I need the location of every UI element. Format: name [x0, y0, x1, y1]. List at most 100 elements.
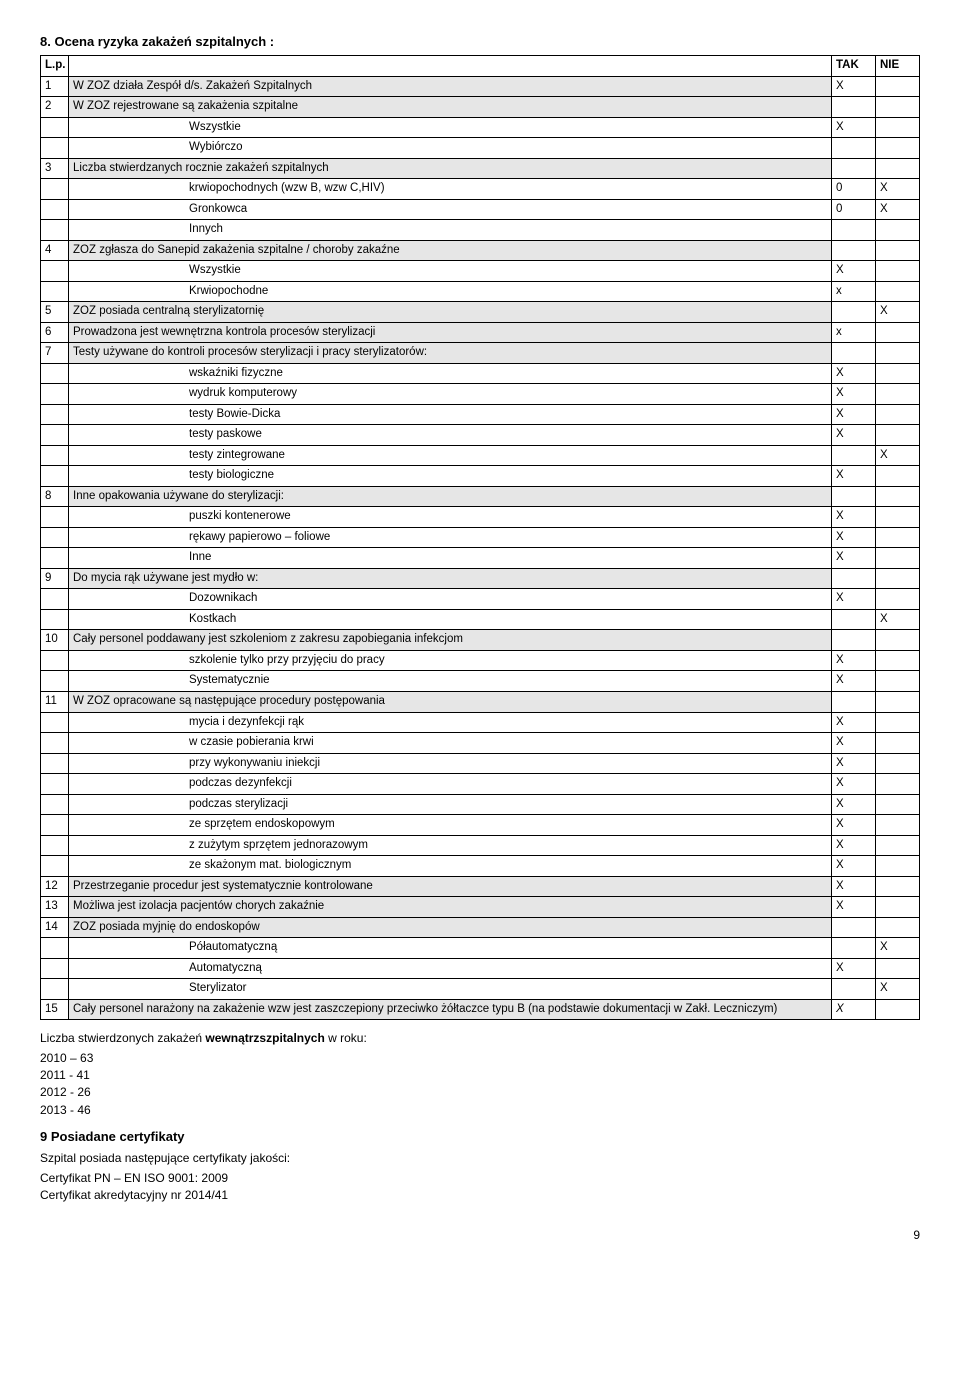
cell-desc: Inne — [69, 548, 832, 569]
table-row: puszki konteneroweX — [41, 507, 920, 528]
stats-title: Liczba stwierdzonych zakażeń wewnątrzszp… — [40, 1030, 920, 1047]
cell-tak — [832, 486, 876, 507]
cell-lp — [41, 548, 69, 569]
cell-desc: w czasie pobierania krwi — [69, 733, 832, 754]
cell-nie — [876, 589, 920, 610]
cell-lp — [41, 199, 69, 220]
cell-desc: Dozownikach — [69, 589, 832, 610]
cell-nie — [876, 466, 920, 487]
cell-lp — [41, 671, 69, 692]
table-row: PółautomatycznąX — [41, 938, 920, 959]
cell-desc: Cały personel poddawany jest szkoleniom … — [69, 630, 832, 651]
cell-nie — [876, 240, 920, 261]
table-row: 12Przestrzeganie procedur jest systematy… — [41, 876, 920, 897]
table-row: podczas dezynfekcjiX — [41, 774, 920, 795]
cell-lp — [41, 794, 69, 815]
cell-desc: Wszystkie — [69, 261, 832, 282]
cell-lp: 13 — [41, 897, 69, 918]
table-row: krwiopochodnych (wzw B, wzw C,HIV)0X — [41, 179, 920, 200]
cell-tak: X — [832, 589, 876, 610]
table-row: Gronkowca0X — [41, 199, 920, 220]
cell-tak: X — [832, 404, 876, 425]
table-row: 1W ZOZ działa Zespół d/s. Zakażeń Szpita… — [41, 76, 920, 97]
table-row: 4ZOZ zgłasza do Sanepid zakażenia szpita… — [41, 240, 920, 261]
cell-desc: mycia i dezynfekcji rąk — [69, 712, 832, 733]
table-row: 13Możliwa jest izolacja pacjentów choryc… — [41, 897, 920, 918]
table-row: AutomatycznąX — [41, 958, 920, 979]
cell-nie — [876, 343, 920, 364]
cell-tak: X — [832, 835, 876, 856]
section-9-title: 9 Posiadane certyfikaty — [40, 1129, 920, 1144]
table-header-nie: NIE — [876, 56, 920, 77]
cell-desc: testy biologiczne — [69, 466, 832, 487]
cell-nie — [876, 917, 920, 938]
cell-desc: przy wykonywaniu iniekcji — [69, 753, 832, 774]
cell-desc: Prowadzona jest wewnętrzna kontrola proc… — [69, 322, 832, 343]
cell-nie — [876, 404, 920, 425]
cell-nie — [876, 712, 920, 733]
cell-nie: X — [876, 199, 920, 220]
cell-tak: X — [832, 466, 876, 487]
cell-tak: 0 — [832, 199, 876, 220]
cell-tak: X — [832, 958, 876, 979]
cell-desc: Cały personel narażony na zakażenie wzw … — [69, 999, 832, 1020]
cell-nie — [876, 425, 920, 446]
table-header-desc — [69, 56, 832, 77]
cell-tak — [832, 979, 876, 1000]
table-row: 2W ZOZ rejestrowane są zakażenia szpital… — [41, 97, 920, 118]
table-row: KostkachX — [41, 609, 920, 630]
cell-lp: 3 — [41, 158, 69, 179]
cell-desc: krwiopochodnych (wzw B, wzw C,HIV) — [69, 179, 832, 200]
cell-desc: Systematycznie — [69, 671, 832, 692]
cell-nie — [876, 548, 920, 569]
cell-tak — [832, 220, 876, 241]
cell-nie — [876, 220, 920, 241]
table-row: przy wykonywaniu iniekcjiX — [41, 753, 920, 774]
cell-desc: testy zintegrowane — [69, 445, 832, 466]
cell-nie — [876, 650, 920, 671]
cell-tak — [832, 302, 876, 323]
cell-desc: Wybiórczo — [69, 138, 832, 159]
cell-desc: podczas dezynfekcji — [69, 774, 832, 795]
cell-lp — [41, 712, 69, 733]
cell-desc: wydruk komputerowy — [69, 384, 832, 405]
table-row: z zużytym sprzętem jednorazowymX — [41, 835, 920, 856]
cell-tak: X — [832, 384, 876, 405]
cell-desc: ZOZ posiada myjnię do endoskopów — [69, 917, 832, 938]
cell-lp — [41, 856, 69, 877]
cell-lp — [41, 650, 69, 671]
cell-nie — [876, 281, 920, 302]
cell-nie — [876, 815, 920, 836]
cell-nie: X — [876, 302, 920, 323]
cell-lp — [41, 384, 69, 405]
cell-tak: X — [832, 363, 876, 384]
cell-nie — [876, 322, 920, 343]
table-row: Wybiórczo — [41, 138, 920, 159]
table-row: wskaźniki fizyczneX — [41, 363, 920, 384]
cell-lp — [41, 815, 69, 836]
cell-tak: X — [832, 425, 876, 446]
table-row: SystematycznieX — [41, 671, 920, 692]
cell-desc: ze skażonym mat. biologicznym — [69, 856, 832, 877]
cell-desc: Inne opakowania używane do sterylizacji: — [69, 486, 832, 507]
cell-tak: X — [832, 999, 876, 1020]
cell-desc: testy Bowie-Dicka — [69, 404, 832, 425]
cell-tak — [832, 240, 876, 261]
cell-desc: szkolenie tylko przy przyjęciu do pracy — [69, 650, 832, 671]
stats-line: 2013 - 46 — [40, 1102, 920, 1119]
cell-desc: ZOZ posiada centralną sterylizatornię — [69, 302, 832, 323]
cell-nie — [876, 384, 920, 405]
table-row: w czasie pobierania krwiX — [41, 733, 920, 754]
cell-nie — [876, 630, 920, 651]
cell-tak: X — [832, 671, 876, 692]
table-row: WszystkieX — [41, 261, 920, 282]
certs-list: Certyfikat PN – EN ISO 9001: 2009Certyfi… — [40, 1170, 920, 1205]
cell-lp — [41, 425, 69, 446]
cell-tak: X — [832, 753, 876, 774]
cell-lp: 11 — [41, 691, 69, 712]
cell-desc: Sterylizator — [69, 979, 832, 1000]
cell-tak: X — [832, 527, 876, 548]
table-row: ze sprzętem endoskopowymX — [41, 815, 920, 836]
cell-lp — [41, 363, 69, 384]
cell-tak — [832, 343, 876, 364]
